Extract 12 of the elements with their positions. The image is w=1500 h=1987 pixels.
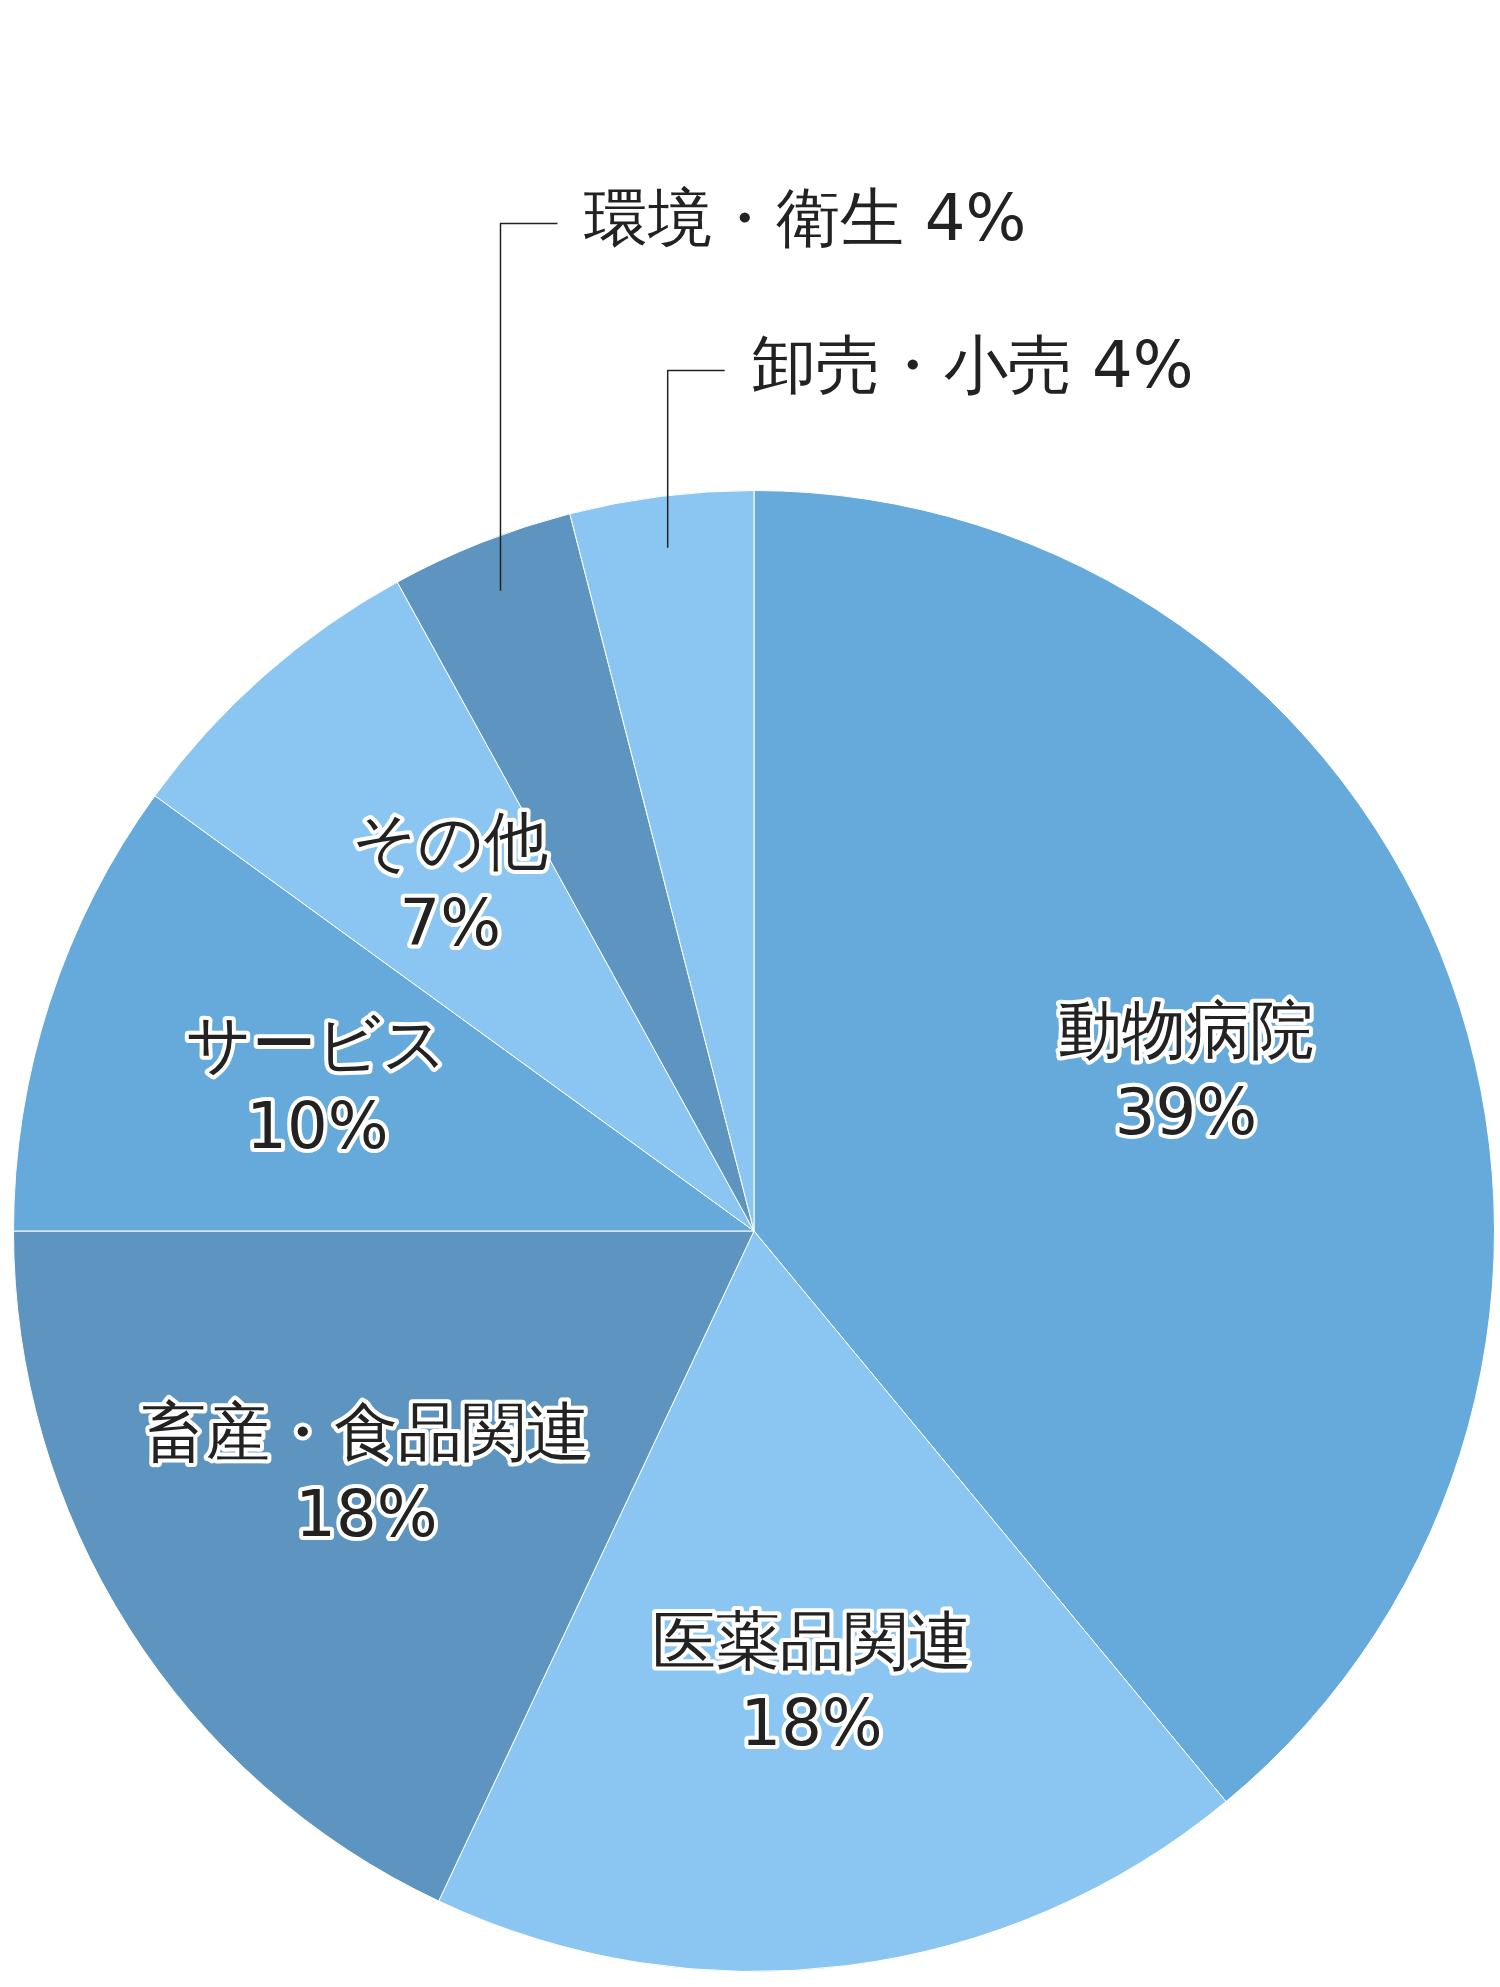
slice-label: 医薬品関連: [651, 1604, 972, 1679]
data-label: 18%: [295, 1476, 438, 1551]
data-label: 39%: [1114, 1075, 1258, 1150]
slice-label: サービス: [186, 1006, 449, 1081]
slice-label: その他: [352, 804, 549, 879]
slice-label: 畜産・食品関連: [142, 1394, 591, 1469]
data-label: 7%: [399, 886, 502, 961]
slice-label: 環境・衛生 4%: [584, 181, 1027, 256]
slice-label: 卸売・小売 4%: [751, 328, 1194, 403]
slice-label: 動物病院: [1057, 993, 1314, 1068]
data-label: 18%: [740, 1686, 883, 1761]
data-label: 10%: [246, 1088, 389, 1163]
